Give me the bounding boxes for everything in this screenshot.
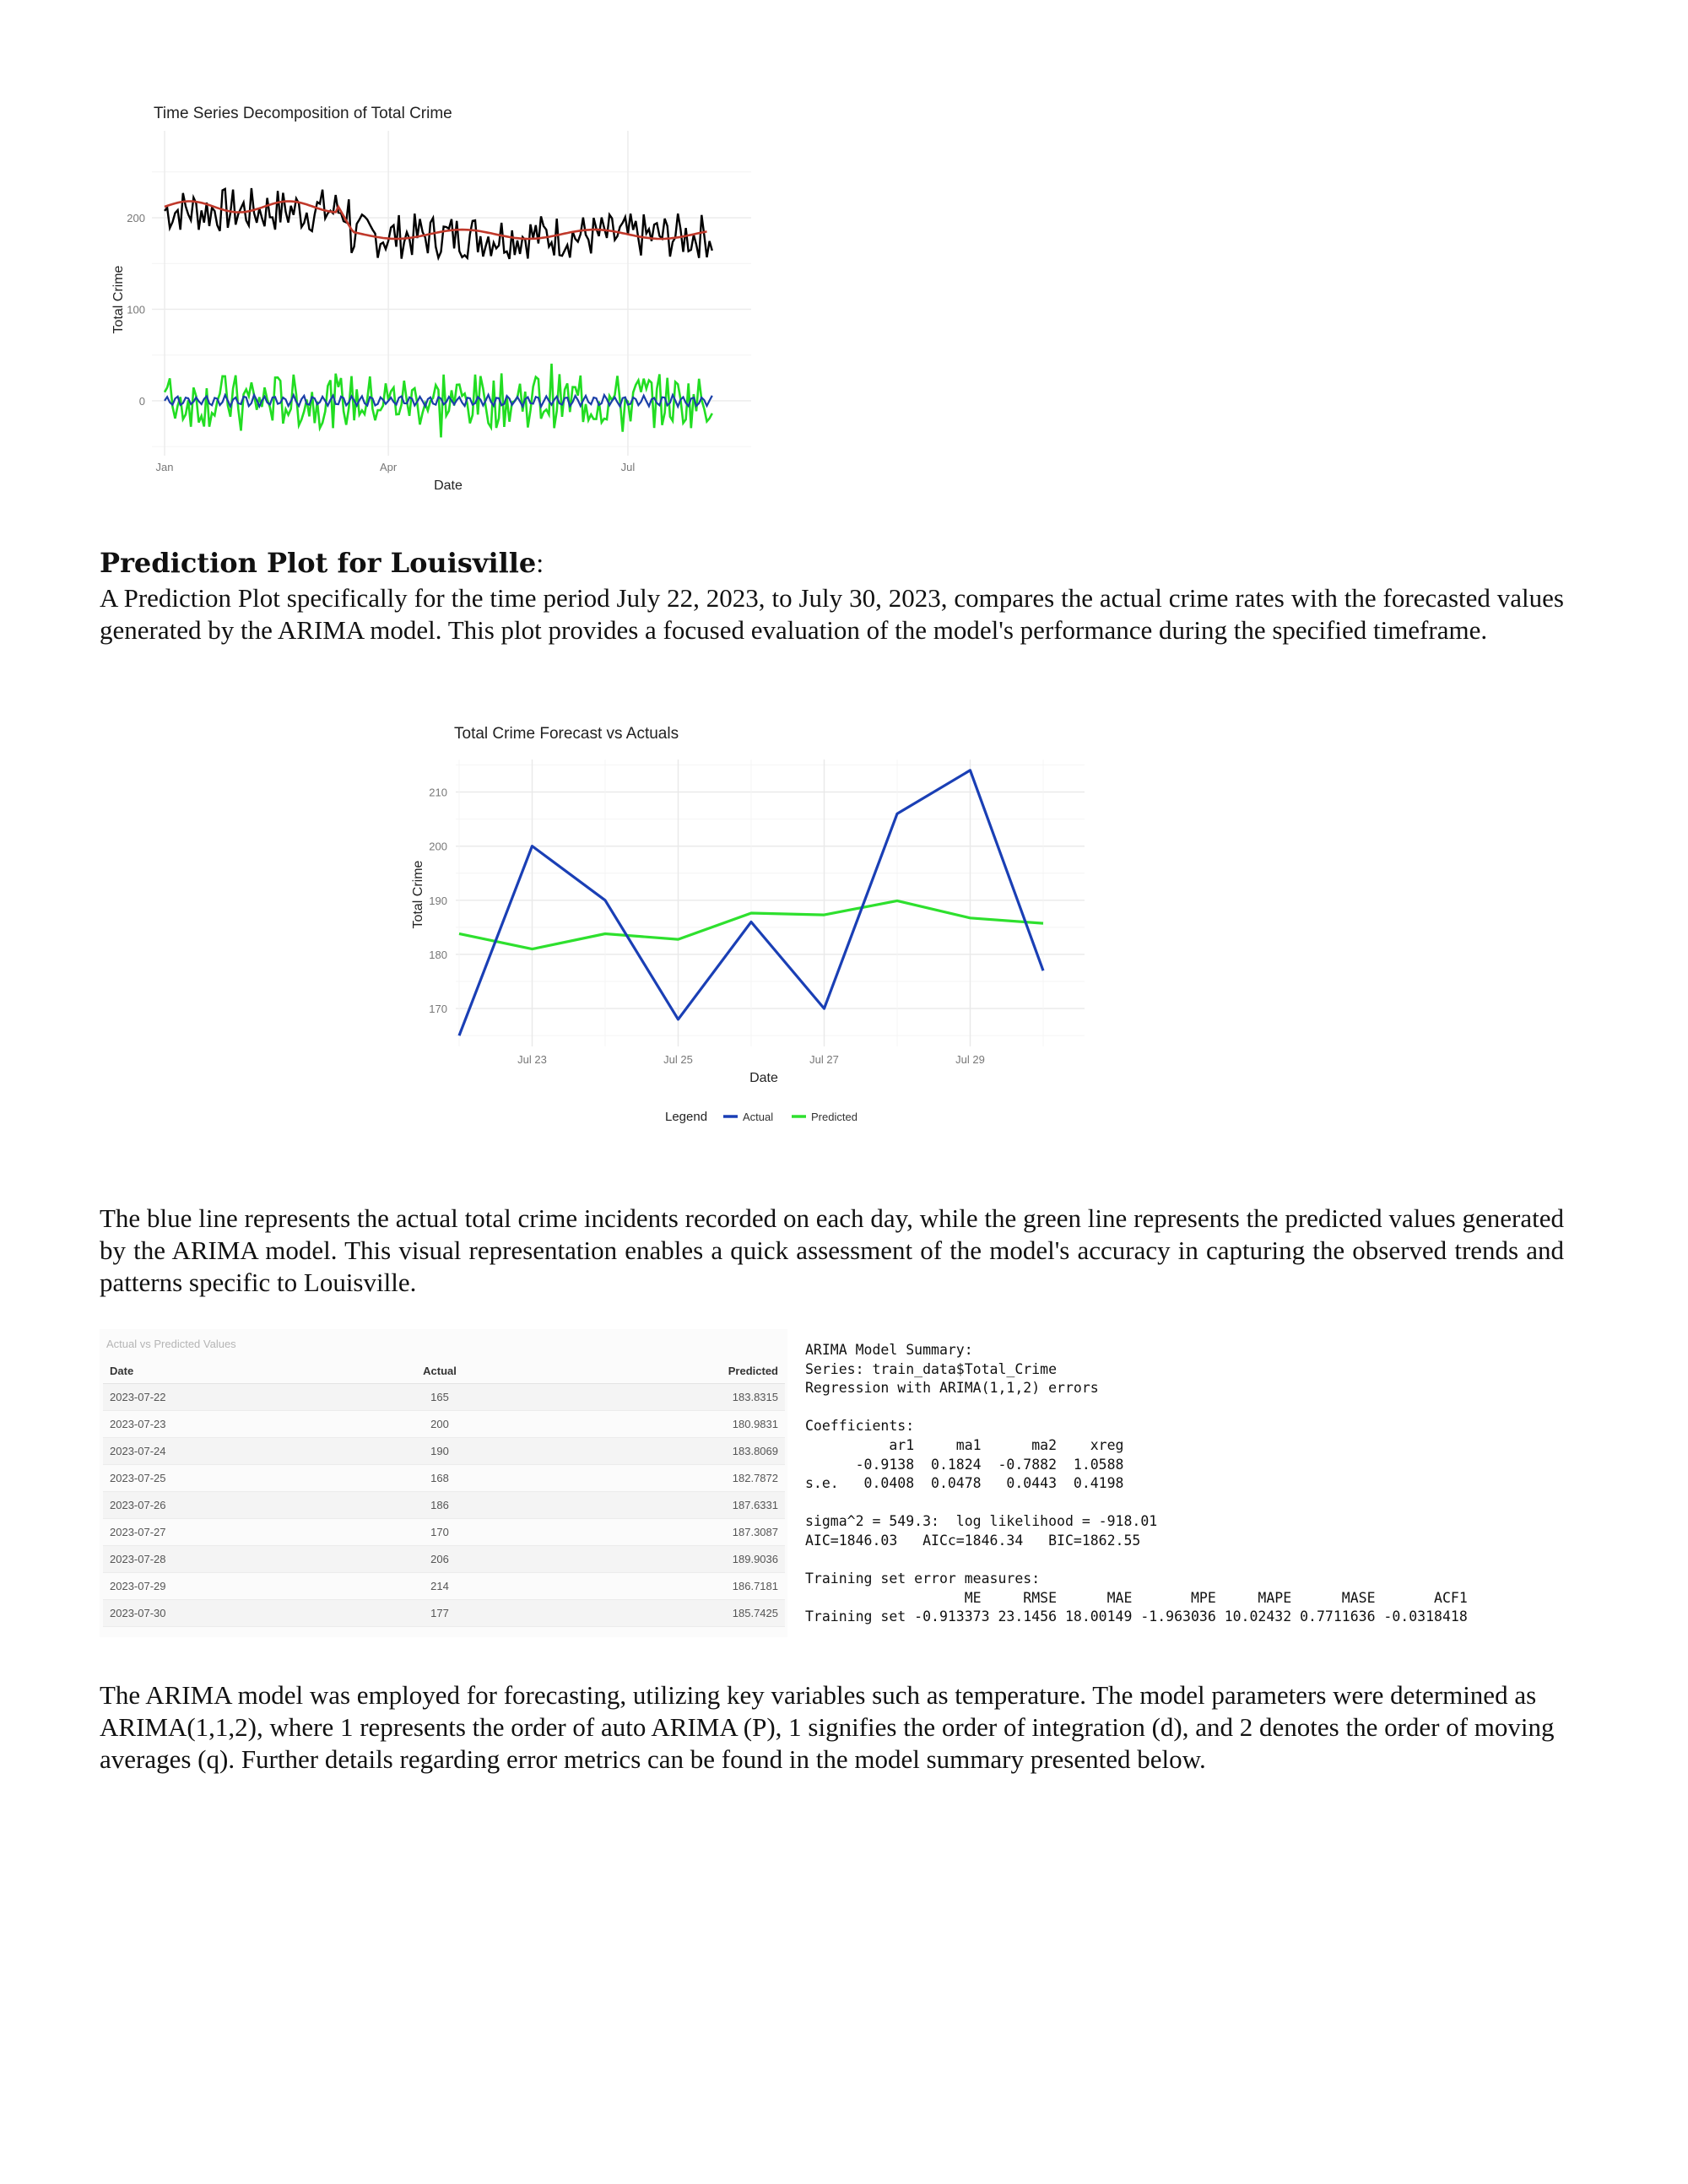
x-tick-label: Jul 23 [517,1053,547,1066]
y-tick-label: 210 [429,786,447,798]
y-tick-label: 100 [127,303,145,316]
paragraph-intro: A Prediction Plot specifically for the t… [100,583,1564,645]
table-cell-predicted: 185.7425 [544,1599,785,1627]
table-header-row: Date Actual Predicted [103,1358,785,1384]
summary-line: Coefficients: [805,1418,915,1435]
table-row: 2023-07-24 190 183.8069 [103,1437,785,1465]
y-axis-label: Total Crime [111,265,126,333]
chart-legend: Legend Actual Predicted [665,1110,858,1124]
y-tick-label: 180 [429,949,447,961]
x-tick-label: Jan [156,461,174,473]
table-cell-predicted: 180.9831 [544,1410,785,1438]
table-cell-actual: 170 [336,1518,544,1546]
summary-line: -0.9138 0.1824 -0.7882 1.0588 [805,1456,1124,1473]
table-row: 2023-07-30 177 185.7425 [103,1599,785,1627]
observed-series-line [164,187,713,262]
legend-title: Legend [665,1110,707,1124]
table-cell-actual: 186 [336,1491,544,1519]
arima-model-summary: ARIMA Model Summary: Series: train_data$T… [792,1329,1636,1637]
table-cell-predicted: 182.7872 [544,1464,785,1492]
table-cell-date: 2023-07-26 [103,1491,336,1519]
table-row: 2023-07-26 186 187.6331 [103,1491,785,1519]
column-header-actual: Actual [336,1358,544,1384]
actual-vs-predicted-table: Date Actual Predicted 2023-07-22 165 183.8… [103,1358,785,1627]
table-cell-date: 2023-07-22 [103,1383,336,1411]
summary-line [805,1398,1468,1418]
summary-line: Training set error measures: [805,1570,1041,1587]
table-cell-date: 2023-07-29 [103,1572,336,1600]
summary-line: sigma^2 = 549.3: log likelihood = -918.0… [805,1513,1158,1530]
table-cell-predicted: 187.6331 [544,1491,785,1519]
table-cell-date: 2023-07-30 [103,1599,336,1627]
seasonal-series-line [164,392,713,409]
decomposition-chart: Time Series Decomposition of Total Crime… [111,105,751,493]
predicted-series-line [458,899,1044,951]
table-row: 2023-07-29 214 186.7181 [103,1572,785,1600]
x-tick-label: Jul 27 [809,1053,839,1066]
summary-line: AIC=1846.03 AICc=1846.34 BIC=1862.55 [805,1532,1141,1549]
x-tick-label: Jul [621,461,636,473]
summary-line [805,1551,1468,1570]
y-tick-label: 170 [429,1003,447,1015]
y-axis-label: Total Crime [411,860,425,928]
forecast-chart: Total Crime Forecast vs Actuals Total Cr… [411,725,1085,1124]
table-cell-predicted: 183.8315 [544,1383,785,1411]
summary-line: Training set -0.913373 23.1456 18.00149 … [805,1608,1468,1625]
table-row: 2023-07-25 168 182.7872 [103,1464,785,1492]
x-tick-label: Jul 25 [663,1053,693,1066]
table-cell-date: 2023-07-23 [103,1410,336,1438]
column-header-predicted: Predicted [544,1358,785,1384]
y-tick-label: 190 [429,895,447,907]
summary-line: ARIMA Model Summary: [805,1342,973,1358]
legend-label-actual: Actual [743,1111,773,1123]
summary-line: ME RMSE MAE MPE MAPE MASE ACF1 [805,1589,1468,1606]
y-tick-label: 200 [429,841,447,853]
table-cell-actual: 200 [336,1410,544,1438]
summary-line: Regression with ARIMA(1,1,2) errors [805,1380,1099,1397]
y-tick-label: 200 [127,212,145,224]
table-cell-actual: 214 [336,1572,544,1600]
x-axis-label: Date [749,1071,778,1085]
table-caption: Actual vs Predicted Values [106,1338,236,1350]
actual-vs-predicted-table-panel: Actual vs Predicted Values Date Actual P… [100,1329,787,1637]
table-cell-predicted: 189.9036 [544,1545,785,1573]
table-cell-actual: 165 [336,1383,544,1411]
legend-label-predicted: Predicted [811,1111,858,1123]
x-tick-label: Jul 29 [955,1053,985,1066]
table-row: 2023-07-22 165 183.8315 [103,1383,785,1411]
x-tick-label: Apr [380,461,398,473]
paragraph-model: The ARIMA model was employed for forecas… [100,1680,1555,1774]
column-header-date: Date [103,1358,336,1384]
y-tick-label: 0 [139,395,145,408]
table-cell-actual: 190 [336,1437,544,1465]
summary-line [805,1494,1468,1513]
paragraph-description: The blue line represents the actual tota… [100,1203,1564,1297]
table-cell-date: 2023-07-28 [103,1545,336,1573]
trend-series-line [164,200,707,241]
section-heading: Prediction Plot for Louisville: [100,547,544,579]
table-cell-date: 2023-07-25 [103,1464,336,1492]
summary-line: ar1 ma1 ma2 xreg [805,1436,1124,1453]
table-cell-predicted: 187.3087 [544,1518,785,1546]
residual-series-line [163,363,713,438]
table-row: 2023-07-27 170 187.3087 [103,1518,785,1546]
table-cell-predicted: 186.7181 [544,1572,785,1600]
chart-title: Total Crime Forecast vs Actuals [454,725,679,743]
table-cell-actual: 206 [336,1545,544,1573]
heading-text: Prediction Plot for Louisville [100,547,537,579]
summary-line: s.e. 0.0408 0.0478 0.0443 0.4198 [805,1475,1124,1492]
heading-colon: : [536,548,544,578]
actual-series-line [457,769,1045,1036]
x-axis-label: Date [434,478,463,493]
summary-line: Series: train_data$Total_Crime [805,1360,1058,1377]
table-cell-actual: 177 [336,1599,544,1627]
table-cell-date: 2023-07-27 [103,1518,336,1546]
table-cell-predicted: 183.8069 [544,1437,785,1465]
model-summary-text: ARIMA Model Summary: Series: train_data$T… [805,1341,1468,1627]
table-row: 2023-07-28 206 189.9036 [103,1545,785,1573]
table-row: 2023-07-23 200 180.9831 [103,1410,785,1438]
chart-title: Time Series Decomposition of Total Crime [154,105,452,122]
table-cell-actual: 168 [336,1464,544,1492]
table-cell-date: 2023-07-24 [103,1437,336,1465]
